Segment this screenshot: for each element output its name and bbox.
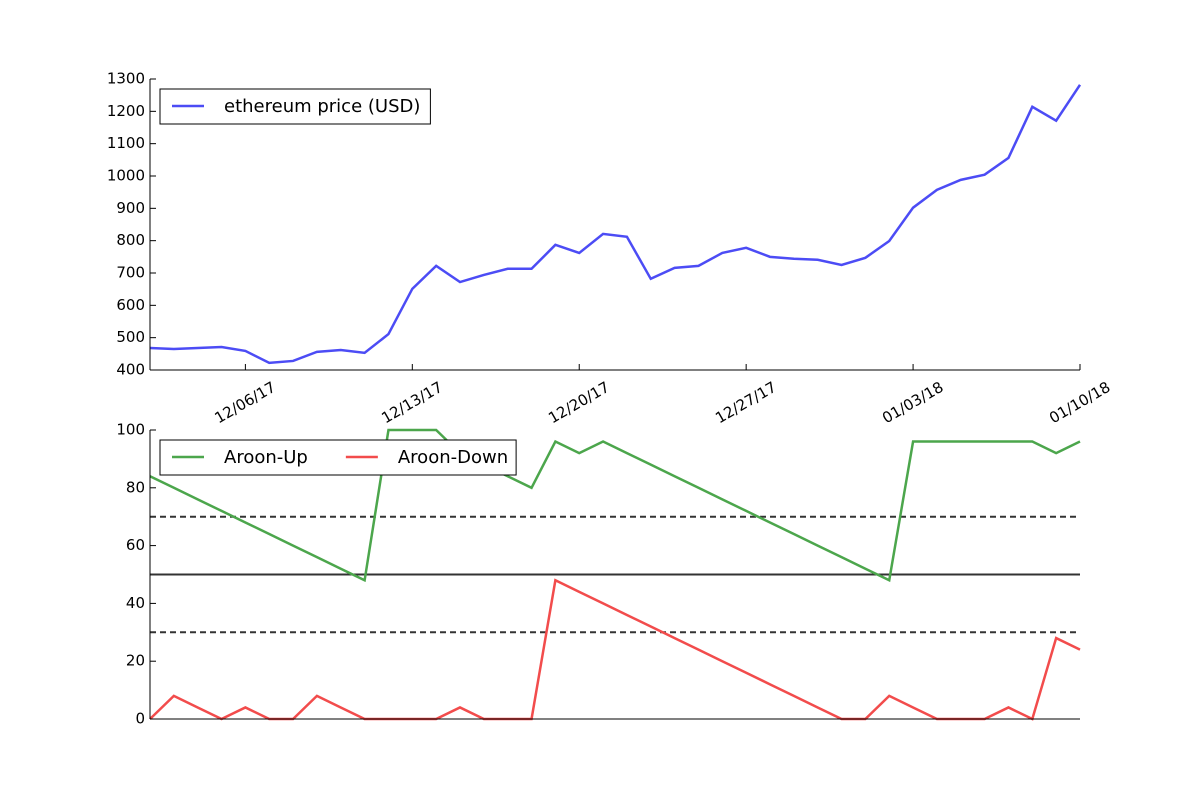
y-tick-label: 1300 [107,70,145,88]
y-tick-label: 900 [116,199,145,217]
y-tick-label: 100 [116,421,145,439]
y-tick-label: 1100 [107,134,145,152]
y-tick-label: 700 [116,264,145,282]
series-line [149,428,1081,583]
x-tick-label: 12/13/17 [378,378,445,427]
y-tick-label: 400 [116,361,145,379]
y-tick-label: 800 [116,231,145,249]
y-tick-label: 1000 [107,167,145,185]
x-tick-label: 01/10/18 [1046,378,1113,427]
x-tick-label: 12/27/17 [712,378,779,427]
x-tick-label: 12/20/17 [545,378,612,427]
series-line [149,84,1082,365]
y-tick-label: 40 [126,594,145,612]
series-line [149,578,1081,721]
legend-label: ethereum price (USD) [224,96,420,117]
x-tick-label: 01/03/18 [879,378,946,427]
y-tick-label: 0 [135,710,145,728]
legend-label: Aroon-Up [224,447,308,468]
legend: ethereum price (USD) [159,88,431,125]
y-tick-label: 80 [126,478,145,496]
y-tick-label: 1200 [107,102,145,120]
y-tick-label: 60 [126,536,145,554]
y-tick-label: 500 [116,328,145,346]
legend: Aroon-Up Aroon-Down [159,439,517,476]
y-tick-label: 20 [126,652,145,670]
legend-box [159,88,431,125]
y-tick-label: 600 [116,296,145,314]
legend-label: Aroon-Down [398,447,508,468]
x-tick-label: 12/06/17 [211,378,278,427]
legend-box [159,439,517,476]
